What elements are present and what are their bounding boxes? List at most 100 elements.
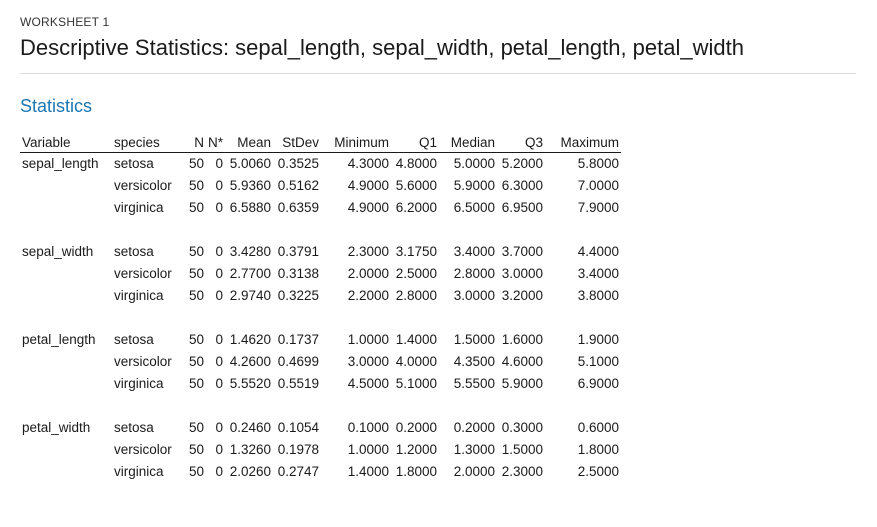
- cell-q1: 4.8000: [395, 156, 438, 171]
- cell-median: 5.9000: [453, 178, 496, 193]
- cell-species: setosa: [114, 420, 154, 435]
- cell-species: virginica: [114, 464, 164, 479]
- cell-median: 3.0000: [453, 288, 496, 303]
- header-maximum: Maximum: [545, 133, 622, 153]
- cell-minimum: 2.0000: [347, 266, 390, 281]
- table-row: virginica 50 0 6.5880 0.6359 4.9000 6.2000 6.50…: [20, 197, 621, 219]
- cell-n: 50: [188, 266, 204, 281]
- cell-median: 3.4000: [453, 244, 496, 259]
- page-title: Descriptive Statistics: sepal_length, se…: [20, 35, 744, 60]
- cell-mean: 2.7700: [229, 266, 272, 281]
- cell-n: 50: [188, 354, 204, 369]
- cell-q1: 1.4000: [395, 332, 438, 347]
- cell-q3: 5.2000: [501, 156, 544, 171]
- cell-q3: 3.2000: [501, 288, 544, 303]
- cell-n-star: 0: [215, 420, 224, 435]
- group-spacer-cell: [20, 395, 621, 417]
- table-row: versicolor 50 0 2.7700 0.3138 2.0000 2.5000 2.8…: [20, 263, 621, 285]
- cell-mean: 4.2600: [229, 354, 272, 369]
- cell-maximum: 7.9000: [577, 200, 620, 215]
- cell-species: virginica: [114, 376, 164, 391]
- header-variable: Variable: [20, 133, 112, 153]
- cell-stdev: 0.2747: [277, 464, 320, 479]
- cell-species: versicolor: [114, 354, 172, 369]
- cell-median: 5.5500: [453, 376, 496, 391]
- cell-n: 50: [188, 376, 204, 391]
- cell-variable: [20, 263, 112, 285]
- cell-n: 50: [188, 244, 204, 259]
- cell-q1: 2.8000: [395, 288, 438, 303]
- cell-stdev: 0.6359: [277, 200, 320, 215]
- cell-median: 2.0000: [453, 464, 496, 479]
- cell-n-star: 0: [215, 376, 224, 391]
- header-q3: Q3: [497, 133, 546, 153]
- cell-q1: 4.0000: [395, 354, 438, 369]
- cell-minimum: 2.3000: [347, 244, 390, 259]
- table-row: versicolor 50 0 1.3260 0.1978 1.0000 1.2000 1.3…: [20, 439, 621, 461]
- title-divider: [20, 73, 856, 74]
- header-median: Median: [439, 133, 498, 153]
- cell-minimum: 3.0000: [347, 354, 390, 369]
- cell-mean: 5.5520: [229, 376, 272, 391]
- cell-variable: [20, 373, 112, 395]
- cell-median: 1.5000: [453, 332, 496, 347]
- cell-mean: 3.4280: [229, 244, 272, 259]
- table-row: petal_length setosa 50 0 1.4620 0.1737 1.0000 1…: [20, 329, 621, 351]
- cell-maximum: 5.8000: [577, 156, 620, 171]
- table-row: virginica 50 0 5.5520 0.5519 4.5000 5.1000 5.55…: [20, 373, 621, 395]
- cell-n: 50: [188, 420, 204, 435]
- cell-variable: [20, 197, 112, 219]
- cell-species: setosa: [114, 244, 154, 259]
- cell-median: 5.0000: [453, 156, 496, 171]
- table-row: sepal_length setosa 50 0 5.0060 0.3525 4.3000 4…: [20, 153, 621, 176]
- cell-species: setosa: [114, 156, 154, 171]
- table-header-row: Variable species N N* Mean StDev Minimum…: [20, 133, 622, 153]
- cell-species: versicolor: [114, 178, 172, 193]
- cell-q1: 5.1000: [395, 376, 438, 391]
- cell-maximum: 7.0000: [577, 178, 620, 193]
- cell-variable: [20, 439, 112, 461]
- worksheet-label: WORKSHEET 1: [20, 15, 110, 29]
- cell-minimum: 4.5000: [347, 376, 390, 391]
- cell-maximum: 6.9000: [577, 376, 620, 391]
- cell-stdev: 0.1737: [277, 332, 320, 347]
- cell-median: 6.5000: [453, 200, 496, 215]
- header-n-star: N*: [206, 133, 226, 153]
- cell-variable: petal_length: [22, 332, 96, 347]
- table-row: virginica 50 0 2.9740 0.3225 2.2000 2.8000 3.00…: [20, 285, 621, 307]
- header-stdev: StDev: [273, 133, 322, 153]
- cell-median: 4.3500: [453, 354, 496, 369]
- cell-q1: 3.1750: [395, 244, 438, 259]
- cell-maximum: 3.4000: [577, 266, 620, 281]
- cell-stdev: 0.3525: [277, 156, 320, 171]
- cell-variable: sepal_width: [22, 244, 94, 259]
- cell-mean: 6.5880: [229, 200, 272, 215]
- cell-minimum: 1.4000: [347, 464, 390, 479]
- cell-variable: petal_width: [22, 420, 91, 435]
- group-spacer-row: [20, 307, 621, 329]
- cell-n-star: 0: [215, 266, 224, 281]
- cell-stdev: 0.3791: [277, 244, 320, 259]
- cell-maximum: 3.8000: [577, 288, 620, 303]
- cell-maximum: 4.4000: [577, 244, 620, 259]
- cell-n: 50: [188, 178, 204, 193]
- cell-mean: 1.4620: [229, 332, 272, 347]
- header-q1: Q1: [391, 133, 440, 153]
- cell-n-star: 0: [215, 442, 224, 457]
- cell-species: versicolor: [114, 266, 172, 281]
- cell-mean: 5.9360: [229, 178, 272, 193]
- cell-q3: 4.6000: [501, 354, 544, 369]
- cell-maximum: 1.9000: [577, 332, 620, 347]
- group-spacer-row: [20, 219, 621, 241]
- cell-maximum: 0.6000: [577, 420, 620, 435]
- group-spacer-row: [20, 395, 621, 417]
- cell-minimum: 1.0000: [347, 442, 390, 457]
- cell-species: virginica: [114, 288, 164, 303]
- cell-species: setosa: [114, 332, 154, 347]
- cell-median: 1.3000: [453, 442, 496, 457]
- cell-stdev: 0.4699: [277, 354, 320, 369]
- cell-n-star: 0: [215, 288, 224, 303]
- cell-maximum: 1.8000: [577, 442, 620, 457]
- cell-n: 50: [188, 200, 204, 215]
- table-row: versicolor 50 0 4.2600 0.4699 3.0000 4.0000 4.3…: [20, 351, 621, 373]
